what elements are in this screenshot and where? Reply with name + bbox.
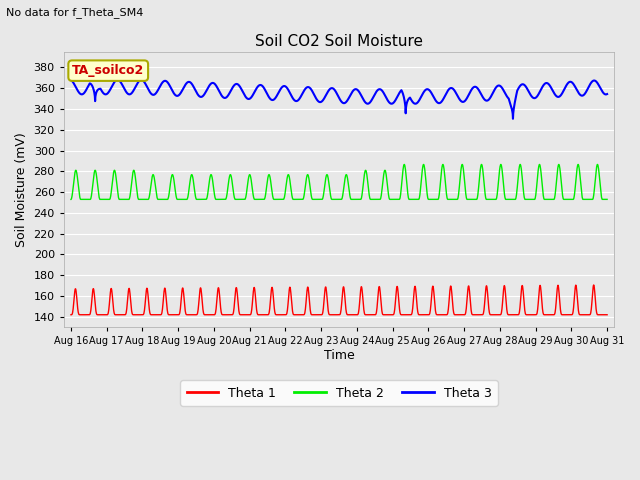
Legend: Theta 1, Theta 2, Theta 3: Theta 1, Theta 2, Theta 3 <box>180 380 498 406</box>
Title: Soil CO2 Soil Moisture: Soil CO2 Soil Moisture <box>255 34 423 49</box>
X-axis label: Time: Time <box>324 349 355 362</box>
Text: TA_soilco2: TA_soilco2 <box>72 64 145 77</box>
Y-axis label: Soil Moisture (mV): Soil Moisture (mV) <box>15 132 28 247</box>
Text: No data for f_Theta_SM4: No data for f_Theta_SM4 <box>6 7 144 18</box>
